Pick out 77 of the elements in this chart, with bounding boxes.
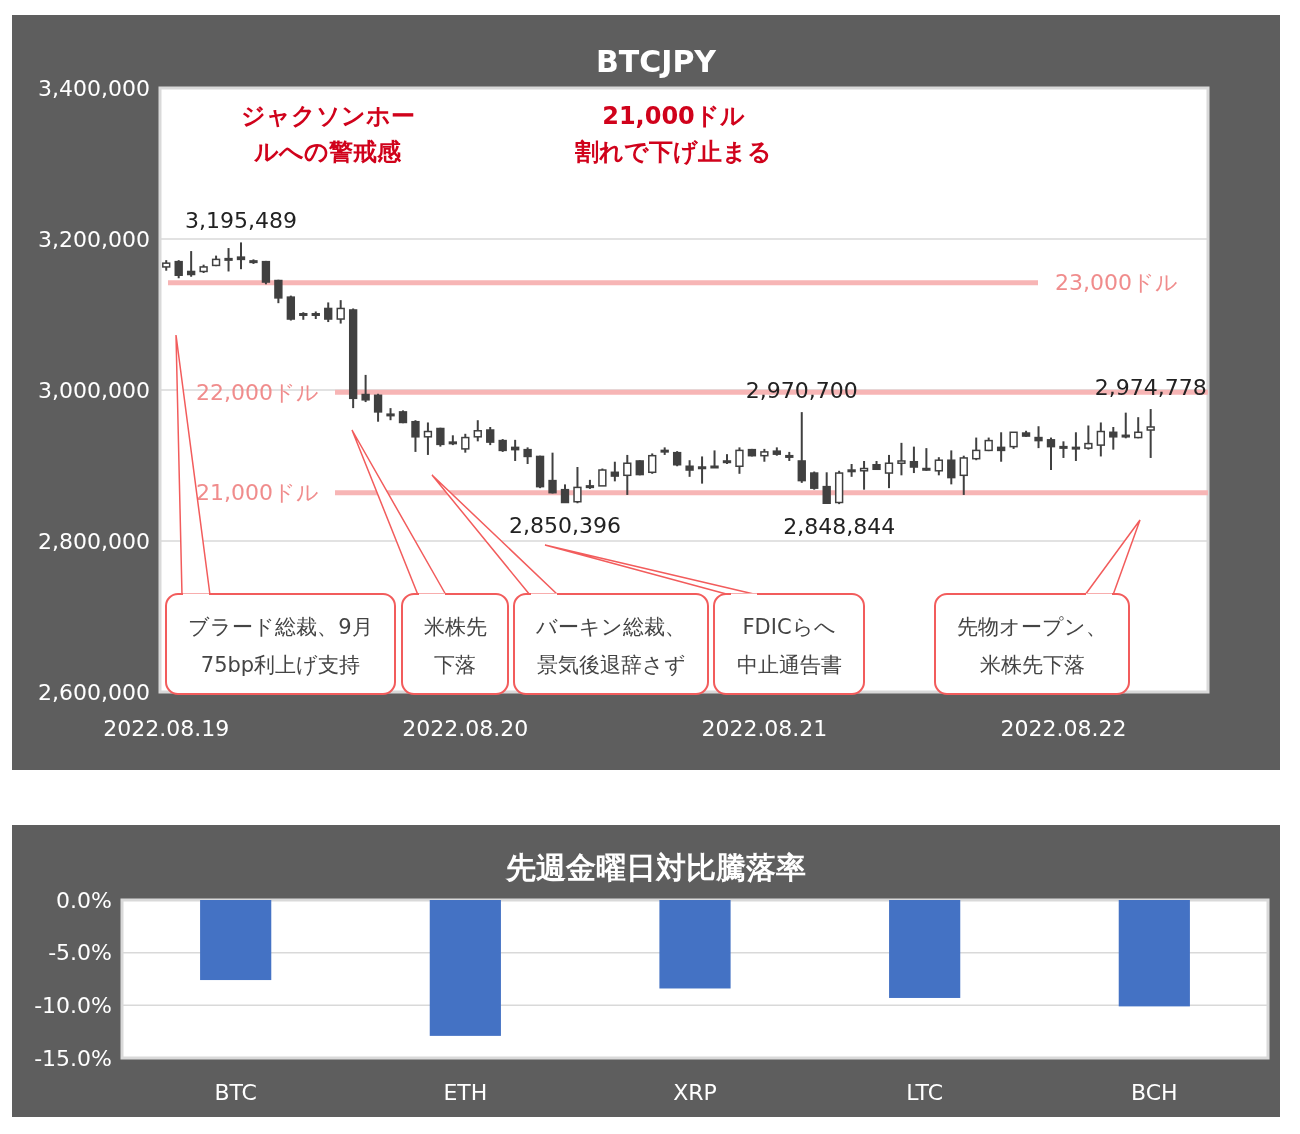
candlestick (859, 459, 869, 491)
annotation: 米株先下落 (979, 653, 1085, 677)
candlestick (922, 447, 931, 472)
candlestick (411, 419, 420, 453)
y-tick-label: 2,600,000 (38, 679, 150, 705)
annotation: バーキン総裁、景気後退辞さず (535, 615, 686, 677)
candlestick (1046, 436, 1056, 472)
x-tick-label: BTC (214, 1080, 257, 1105)
candlestick (461, 432, 470, 454)
candlestick (623, 453, 632, 496)
candlestick (822, 471, 831, 505)
candlestick (934, 456, 944, 477)
y-tick-label: 2,800,000 (38, 528, 150, 554)
candlestick (1034, 425, 1043, 450)
x-tick-label: LTC (906, 1080, 944, 1105)
annotation: 2,850,396 (509, 512, 621, 538)
annotation: 2,848,844 (783, 514, 896, 540)
candlestick (1096, 421, 1106, 458)
y-tick-label: 3,400,000 (38, 75, 150, 101)
x-tick-label: 2022.08.21 (701, 716, 828, 741)
y-tick-label: -10.0% (34, 993, 112, 1019)
candlestick (610, 460, 620, 483)
candlestick (174, 259, 183, 280)
candlestick (423, 421, 433, 456)
annotation: ジャクソンホールへの警戒感 (240, 102, 415, 166)
candlestick (710, 449, 719, 469)
y-tick-label: -5.0% (48, 940, 112, 966)
x-tick-label: ETH (443, 1080, 488, 1105)
candlestick (735, 446, 744, 475)
annotation: 21,000ドル割れで下げ止まる (574, 102, 773, 166)
x-tick-label: BCH (1131, 1080, 1178, 1105)
candlestick (947, 449, 956, 486)
text: 先物オープン、 (957, 615, 1107, 639)
candlestick (236, 241, 246, 271)
candlestick (959, 454, 968, 496)
y-tick-label: 3,200,000 (38, 226, 150, 252)
candlestick (224, 247, 233, 273)
candlestick (560, 483, 570, 504)
candlestick (473, 419, 482, 443)
candlestick (324, 301, 333, 324)
x-tick-label: XRP (673, 1080, 717, 1105)
chart-title: BTCJPY (595, 44, 718, 79)
candlestick (336, 299, 345, 325)
annotation: 2,974,778 (1094, 375, 1207, 401)
candlestick (1121, 411, 1130, 440)
ref-line-label: 21,000ドル (196, 480, 319, 506)
candlestick (697, 455, 707, 485)
candlestick (884, 453, 894, 490)
x-tick-label: 2022.08.22 (1000, 716, 1127, 741)
candlestick (1071, 431, 1081, 462)
ref-line-label: 23,000ドル (1055, 270, 1178, 296)
candlestick (797, 411, 806, 484)
candlestick (286, 294, 296, 322)
candlestick (361, 373, 370, 404)
candlestick (972, 436, 981, 462)
text: 米株先下落 (423, 615, 487, 677)
candlestick (897, 441, 906, 477)
candlestick (1146, 408, 1155, 459)
candlestick (648, 452, 657, 475)
candlestick (909, 445, 919, 475)
x-tick-label: 2022.08.19 (103, 716, 230, 741)
candlestick (548, 451, 557, 495)
candlestick (373, 392, 383, 423)
candlestick (1109, 425, 1118, 451)
y-tick-label: 0.0% (56, 887, 112, 913)
y-tick-label: -15.0% (34, 1045, 112, 1071)
annotation: 3,195,489 (185, 208, 297, 234)
x-tick-label: 2022.08.20 (402, 716, 529, 741)
annotation: ブラード総裁、9月75bp利上げ支持 (188, 615, 373, 677)
ref-line-label: 22,000ドル (196, 379, 319, 405)
candlestick (1084, 424, 1093, 451)
annotation: FDICらへ中止通告書 (736, 615, 842, 677)
y-tick-label: 3,000,000 (38, 377, 150, 403)
candlestick (486, 425, 495, 447)
candlestick (573, 466, 582, 505)
chart-title: 先週金曜日対比騰落率 (505, 850, 806, 885)
annotation: 2,970,700 (745, 378, 858, 404)
